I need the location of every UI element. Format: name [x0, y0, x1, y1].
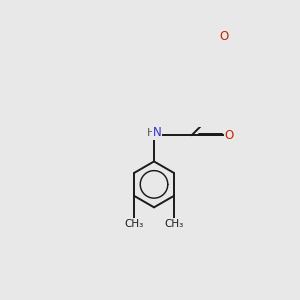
Text: O: O: [225, 129, 234, 142]
Text: CH₃: CH₃: [124, 219, 144, 229]
Text: H: H: [147, 128, 155, 138]
Text: N: N: [153, 126, 162, 139]
Text: CH₃: CH₃: [164, 219, 184, 229]
Text: O: O: [220, 30, 229, 44]
